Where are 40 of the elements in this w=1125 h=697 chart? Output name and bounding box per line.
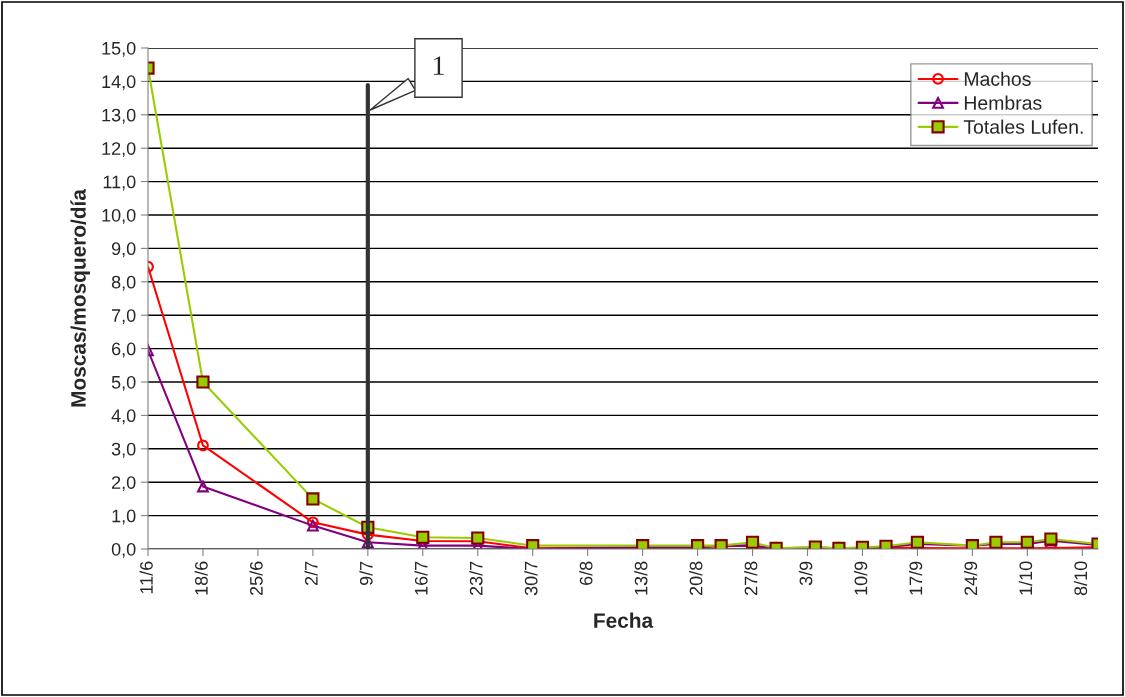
x-tick-label: 9/7 [359, 561, 373, 586]
x-tick-label: 13/8 [634, 561, 648, 595]
y-tick-label: 4,0 [111, 409, 136, 425]
y-tick-label: 6,0 [112, 342, 136, 358]
y-tick-label: 14,0 [102, 75, 136, 91]
x-tick-label: 3/9 [799, 561, 813, 586]
y-tick-label: 0,0 [111, 542, 136, 558]
y-tick-label: 3,0 [111, 442, 136, 458]
x-axis-title: Fecha [594, 612, 654, 628]
y-tick-label: 11,0 [103, 175, 136, 191]
x-tick-label: 1/10 [1018, 561, 1033, 595]
x-tick-label: 6/8 [579, 561, 593, 585]
y-tick-label: 13,0 [102, 108, 136, 124]
x-tick-label: 10/9 [854, 561, 868, 595]
legend-label: Machos [964, 71, 1031, 86]
x-tick-label: 23/7 [469, 561, 483, 596]
y-tick-label: 15,0 [102, 41, 136, 57]
y-axis-title: Moscas/mosquero/día [70, 188, 90, 407]
x-tick-label: 8/10 [1073, 561, 1088, 596]
ref-line-label: 1 [433, 56, 444, 75]
y-tick-label: 5,0 [111, 375, 136, 391]
y-tick-label: 1,0 [112, 509, 136, 525]
y-tick-label: 12,0 [102, 142, 136, 158]
x-tick-label: 30/7 [524, 561, 538, 596]
y-tick-label: 10,0 [102, 208, 136, 224]
x-tick-label: 25/6 [249, 561, 263, 596]
y-tick-label: 2,0 [112, 476, 136, 492]
x-tick-label: 2/7 [304, 561, 318, 585]
legend-label: Totales Lufen. [963, 119, 1083, 134]
y-tick-label: 9,0 [111, 242, 136, 258]
x-tick-label: 17/9 [909, 561, 923, 595]
x-tick-label: 16/7 [414, 561, 428, 595]
x-tick-label: 27/8 [744, 561, 758, 596]
y-tick-label: 8,0 [111, 275, 136, 291]
y-tick-label: 7,0 [112, 309, 136, 325]
x-tick-label: 24/9 [963, 561, 978, 596]
x-tick-label: 18/6 [194, 561, 208, 595]
x-tick-label: 11/6 [139, 561, 153, 594]
x-tick-label: 20/8 [689, 561, 703, 596]
legend-label: Hembras [964, 95, 1042, 110]
